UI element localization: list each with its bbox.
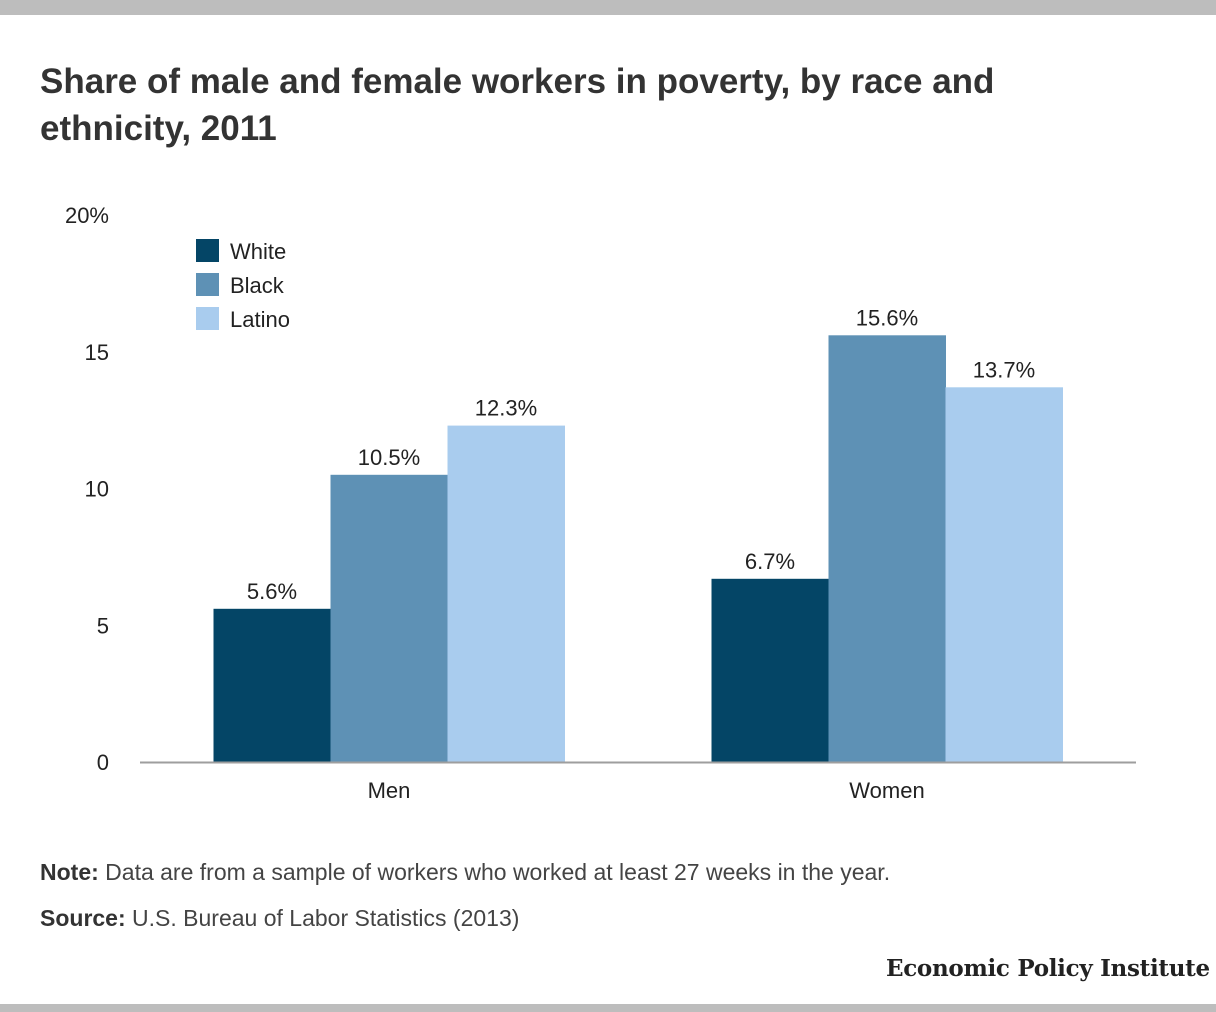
data-label: 6.7% bbox=[745, 549, 795, 574]
chart-title: Share of male and female workers in pove… bbox=[40, 62, 995, 148]
y-tick-label: 10 bbox=[85, 477, 109, 502]
source: Source: U.S. Bureau of Labor Statistics … bbox=[40, 905, 519, 932]
x-tick-label: Women bbox=[849, 778, 924, 803]
legend-label: White bbox=[230, 239, 286, 264]
bottom-border bbox=[0, 1004, 1216, 1012]
top-border bbox=[0, 0, 1216, 15]
legend-swatch bbox=[196, 307, 219, 330]
data-label: 12.3% bbox=[475, 396, 537, 421]
source-text: U.S. Bureau of Labor Statistics (2013) bbox=[125, 905, 520, 931]
note: Note: Data are from a sample of workers … bbox=[40, 859, 890, 886]
bar bbox=[828, 335, 946, 762]
legend-swatch bbox=[196, 239, 219, 262]
bar bbox=[330, 474, 448, 762]
bar bbox=[945, 387, 1063, 762]
x-tick-label: Men bbox=[368, 778, 411, 803]
bar bbox=[711, 578, 829, 762]
brand-logo: Economic Policy Institute bbox=[886, 955, 1210, 982]
data-label: 15.6% bbox=[856, 305, 918, 330]
y-tick-label: 20% bbox=[65, 203, 109, 228]
y-tick-label: 0 bbox=[97, 750, 109, 775]
data-label: 10.5% bbox=[358, 445, 420, 470]
legend-label: Black bbox=[230, 273, 285, 298]
y-tick-label: 5 bbox=[97, 613, 109, 638]
bar bbox=[447, 425, 565, 762]
legend-label: Latino bbox=[230, 307, 290, 332]
note-text: Data are from a sample of workers who wo… bbox=[98, 859, 891, 885]
legend-swatch bbox=[196, 273, 219, 296]
data-label: 5.6% bbox=[247, 579, 297, 604]
data-label: 13.7% bbox=[973, 357, 1035, 382]
source-label: Source: bbox=[40, 905, 126, 931]
bar bbox=[213, 608, 331, 762]
y-tick-label: 15 bbox=[85, 340, 109, 365]
note-label: Note: bbox=[40, 859, 99, 885]
